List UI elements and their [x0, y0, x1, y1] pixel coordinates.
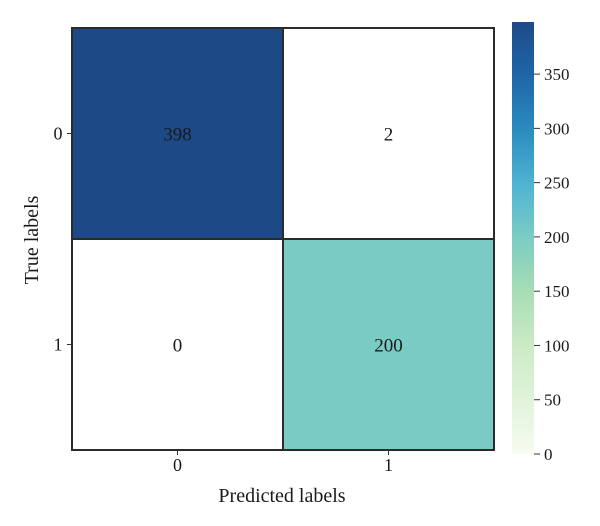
heatmap-cell-r1-c0 — [71, 238, 284, 451]
colorbar-tick-label: 350 — [544, 65, 570, 84]
y-tick-label: 0 — [54, 124, 63, 144]
heatmap-cells — [71, 27, 495, 451]
heatmap-cell-r1-c1 — [282, 238, 495, 451]
colorbar-tick-label: 300 — [544, 119, 570, 138]
colorbar-tick-label: 150 — [544, 282, 570, 301]
colorbar-tick-label: 200 — [544, 228, 570, 247]
colorbar-tick-label: 100 — [544, 336, 570, 355]
colorbar-bar — [512, 22, 534, 454]
cell-value-r1-c1: 200 — [374, 336, 403, 357]
x-tick-label: 1 — [384, 455, 393, 475]
heatmap-cell-r0-c1 — [282, 27, 495, 240]
colorbar-tick-label: 250 — [544, 174, 570, 193]
y-tick-label: 1 — [54, 335, 63, 355]
x-tick-label: 0 — [173, 455, 182, 475]
colorbar-tick-label: 0 — [544, 445, 553, 464]
cell-value-r1-c0: 0 — [173, 336, 183, 357]
colorbar: 0 50 100 150 200 250 300 350 — [512, 22, 570, 464]
cell-value-r0-c0: 398 — [163, 125, 192, 146]
y-axis-label: True labels — [21, 195, 43, 284]
heatmap-cell-values: 398 2 0 200 — [163, 125, 403, 357]
heatmap-cell-r0-c0 — [71, 27, 284, 240]
x-axis-label: Predicted labels — [218, 485, 345, 507]
cell-value-r0-c1: 2 — [384, 125, 394, 146]
y-axis-ticks: 01 — [54, 124, 72, 355]
colorbar-tick-label: 50 — [544, 391, 561, 410]
